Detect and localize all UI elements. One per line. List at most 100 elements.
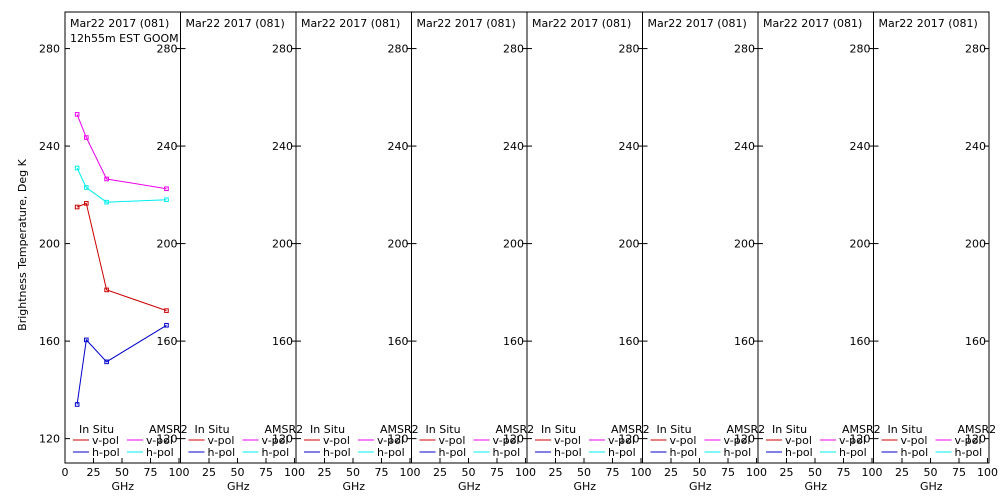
legend-label-insitu-h: h-pol	[554, 446, 582, 459]
y-tick-label: 280	[965, 43, 986, 56]
panel-subtitle: 12h55m EST GOOM	[70, 32, 179, 45]
legend-label-insitu-v: v-pol	[208, 434, 235, 447]
legend-label-insitu-v: v-pol	[92, 434, 119, 447]
legend-group-insitu: In Situ	[195, 423, 230, 436]
data-point	[164, 186, 169, 192]
chart-panel-4: Mar22 2017 (081) 120 160 200 240 280 25 50 75 100…	[411, 11, 536, 493]
y-tick-label: 120	[965, 433, 986, 446]
y-tick-label-left: 120	[39, 433, 60, 446]
legend-group-amsr2: AMSR2	[496, 423, 535, 436]
chart-panel-7: Mar22 2017 (081) 120 160 200 240 280 25 50 75 100…	[757, 11, 883, 493]
legend-label-amsr2-v: v-pol	[377, 434, 404, 447]
chart-panel-6: Mar22 2017 (081) 120 160 200 240 280 25 50 75 100…	[642, 11, 767, 493]
legend-label-insitu-v: v-pol	[554, 434, 581, 447]
y-tick-label: 280	[619, 43, 640, 56]
y-tick-label: 280	[272, 43, 293, 56]
legend-label-insitu-v: v-pol	[785, 434, 812, 447]
y-tick-label: 120	[734, 433, 755, 446]
y-tick-label: 160	[619, 335, 640, 348]
x-tick-label: 100	[515, 466, 536, 479]
legend-label-amsr2-v: v-pol	[146, 434, 173, 447]
y-tick-label: 160	[272, 335, 293, 348]
legend-label-amsr2-h: h-pol	[608, 446, 636, 459]
y-tick-label: 120	[272, 433, 293, 446]
panel-title: Mar22 2017 (081)	[301, 17, 400, 30]
legend-label-amsr2-h: h-pol	[377, 446, 405, 459]
x-tick-label: 25	[895, 466, 909, 479]
y-tick-label: 120	[850, 433, 871, 446]
y-tick-label: 240	[503, 140, 524, 153]
y-tick-label: 160	[734, 335, 755, 348]
x-axis-label: GHz	[342, 480, 365, 493]
x-tick-label: 100	[169, 466, 190, 479]
y-tick-label: 200	[388, 238, 409, 251]
x-tick-label: 0	[62, 466, 69, 479]
x-tick-label: 75	[721, 466, 735, 479]
y-tick-label: 280	[388, 43, 409, 56]
legend-group-insitu: In Situ	[79, 423, 114, 436]
legend-label-amsr2-h: h-pol	[493, 446, 521, 459]
x-tick-label: 50	[577, 466, 591, 479]
y-tick-label: 240	[734, 140, 755, 153]
data-point	[74, 402, 80, 407]
y-tick-label: 280	[734, 43, 755, 56]
x-tick-label: 50	[693, 466, 707, 479]
legend-label-insitu-h: h-pol	[439, 446, 467, 459]
chart-panel-8: Mar22 2017 (081) 120 160 200 240 280 25 50 75 100…	[873, 11, 998, 493]
legend-label-insitu-h: h-pol	[92, 446, 120, 459]
y-tick-label: 240	[619, 140, 640, 153]
x-tick-label: 100	[977, 466, 998, 479]
legend-group-amsr2: AMSR2	[380, 423, 419, 436]
chart-panel-5: Mar22 2017 (081) 120 160 200 240 280 25 50 75 100…	[526, 11, 652, 493]
y-tick-label-left: 160	[39, 335, 60, 348]
series-line-in-situ-h	[76, 324, 167, 405]
y-tick-label: 240	[850, 140, 871, 153]
series-line-amsr2-v	[76, 114, 167, 190]
y-tick-label: 240	[965, 140, 986, 153]
x-tick-label: 100	[400, 466, 421, 479]
data-point	[84, 135, 89, 140]
y-tick-label: 200	[619, 238, 640, 251]
y-tick-label: 200	[157, 238, 178, 251]
panel-title: Mar22 2017 (081)	[532, 17, 631, 30]
data-point	[84, 185, 89, 190]
y-tick-label: 120	[157, 433, 178, 446]
x-tick-label: 50	[924, 466, 938, 479]
x-axis-label: GHz	[111, 480, 134, 493]
x-tick-label: 25	[780, 466, 794, 479]
x-tick-label: 100	[284, 466, 305, 479]
legend-group-amsr2: AMSR2	[149, 423, 188, 436]
legend-group-insitu: In Situ	[426, 423, 461, 436]
data-point	[104, 359, 109, 365]
legend-label-insitu-h: h-pol	[208, 446, 236, 459]
panel-title: Mar22 2017 (081)	[763, 17, 862, 30]
legend-group-amsr2: AMSR2	[727, 423, 766, 436]
y-tick-label: 200	[503, 238, 524, 251]
x-tick-label: 50	[346, 466, 360, 479]
legend-label-insitu-h: h-pol	[785, 446, 813, 459]
legend-group-insitu: In Situ	[657, 423, 692, 436]
x-tick-label: 50	[231, 466, 245, 479]
chart-panel-1: Mar22 2017 (081) 12h55m EST GOOM 120 120 160…	[39, 11, 190, 493]
data-point	[74, 165, 80, 171]
x-tick-label: 75	[490, 466, 504, 479]
legend-label-insitu-h: h-pol	[323, 446, 351, 459]
x-tick-label: 75	[952, 466, 966, 479]
x-tick-label: 100	[746, 466, 767, 479]
panel-title: Mar22 2017 (081)	[417, 17, 516, 30]
data-point	[84, 337, 89, 343]
x-tick-label: 50	[462, 466, 476, 479]
y-tick-label: 240	[157, 140, 178, 153]
panel-title: Mar22 2017 (081)	[70, 17, 169, 30]
y-tick-label: 200	[734, 238, 755, 251]
x-tick-label: 25	[87, 466, 101, 479]
legend-group-amsr2: AMSR2	[842, 423, 881, 436]
x-tick-label: 25	[433, 466, 447, 479]
x-axis-label: GHz	[920, 480, 943, 493]
legend-label-amsr2-v: v-pol	[262, 434, 289, 447]
